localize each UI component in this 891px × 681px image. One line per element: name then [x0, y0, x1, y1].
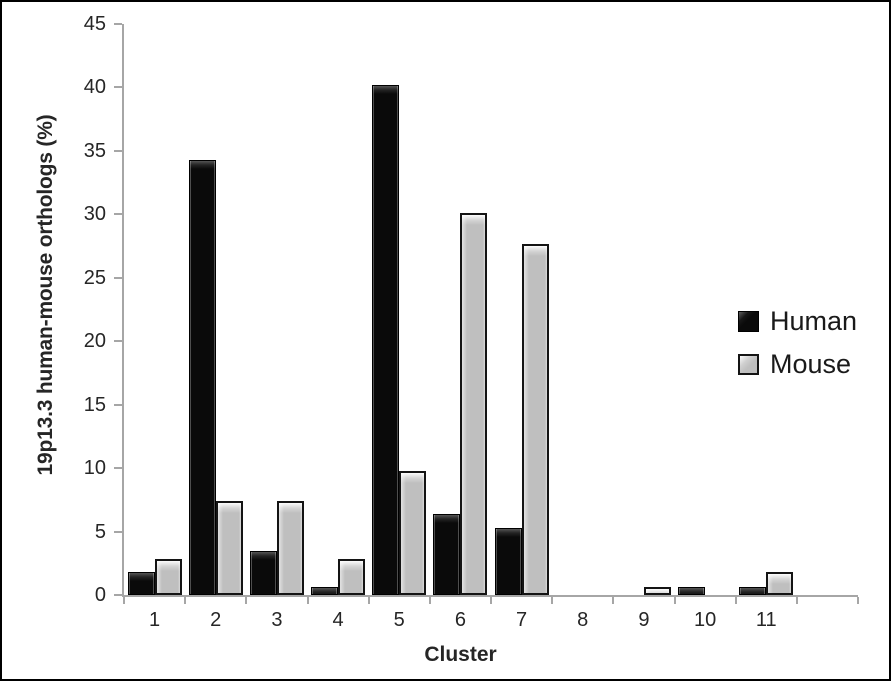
x-tick	[184, 597, 187, 604]
x-tick	[123, 597, 125, 604]
x-category-label: 2	[210, 609, 222, 631]
human-bar-cluster-10	[678, 587, 706, 595]
mouse-bar-cluster-6	[460, 213, 488, 595]
mouse-bar-cluster-7	[521, 244, 549, 595]
mouse-series-swatch-icon	[738, 353, 759, 375]
x-category-label: 10	[693, 609, 717, 631]
x-tick	[428, 597, 431, 604]
y-tick-label: 10	[83, 457, 106, 480]
x-tick	[306, 597, 309, 604]
x-tick	[612, 597, 615, 604]
mouse-bar-cluster-2	[215, 501, 243, 595]
x-category-label: 9	[638, 609, 650, 631]
legend-item-mouse: Mouse	[738, 348, 857, 380]
human-bar-cluster-1	[127, 572, 155, 595]
x-category-label: 7	[516, 609, 528, 631]
x-category-label: 4	[332, 609, 344, 631]
y-tick-label: 25	[83, 266, 106, 289]
x-tick	[245, 597, 248, 604]
mouse-bar-cluster-1	[154, 559, 182, 595]
x-tick	[795, 597, 798, 604]
x-category-label: 3	[271, 609, 283, 631]
legend-label-human: Human	[770, 306, 858, 336]
plot-area: 0 5 10 15 20 25 30 35 40 45 1 2 3 4 5 6 7 8 9 10 11	[84, 13, 859, 631]
x-tick	[551, 597, 554, 604]
legend: Human Mouse	[738, 305, 857, 380]
y-tick	[114, 403, 122, 406]
human-bar-cluster-7	[494, 528, 522, 595]
human-bar-cluster-4	[311, 587, 339, 595]
y-tick	[114, 23, 122, 25]
y-tick-label: 40	[83, 76, 106, 99]
x-tick	[490, 597, 492, 604]
y-tick	[114, 594, 122, 596]
y-tick-label: 35	[83, 139, 106, 162]
y-tick	[114, 530, 122, 533]
human-bar-cluster-2	[188, 160, 216, 595]
human-bar-cluster-11	[739, 587, 767, 595]
x-category-label: 8	[577, 609, 589, 631]
y-tick-label: 5	[94, 520, 106, 543]
y-tick	[114, 467, 122, 470]
y-tick	[114, 276, 122, 279]
legend-label-mouse: Mouse	[770, 349, 852, 379]
x-tick	[673, 597, 676, 604]
y-axis-line	[122, 24, 124, 595]
x-tick	[367, 597, 370, 604]
y-tick-label: 45	[83, 13, 106, 35]
human-series-swatch-icon	[738, 310, 759, 332]
y-tick-label: 0	[94, 584, 106, 606]
x-axis-title: Cluster	[424, 643, 497, 666]
x-category-label: 5	[393, 609, 405, 631]
mouse-bar-cluster-11	[766, 572, 794, 595]
y-axis-title: 19p13.3 human-mouse orthologs (%)	[34, 114, 57, 476]
mouse-bar-cluster-5	[399, 471, 427, 595]
y-tick-label: 30	[83, 203, 106, 226]
x-axis-line	[122, 595, 858, 597]
x-category-label: 6	[454, 609, 466, 631]
y-tick	[114, 86, 122, 89]
human-bar-cluster-5	[372, 85, 400, 595]
legend-item-human: Human	[738, 305, 857, 337]
x-tick	[857, 597, 859, 604]
y-tick-label: 15	[83, 393, 106, 416]
y-tick	[114, 340, 122, 343]
human-bar-cluster-3	[249, 551, 277, 595]
mouse-bar-cluster-4	[338, 559, 366, 595]
y-tick	[114, 149, 122, 152]
mouse-bar-cluster-9	[643, 587, 671, 595]
x-category-label: 11	[755, 609, 777, 631]
y-tick	[114, 213, 122, 216]
x-tick	[734, 597, 737, 604]
y-tick-label: 20	[83, 330, 106, 353]
x-category-label: 1	[149, 609, 161, 631]
mouse-bar-cluster-3	[276, 501, 304, 595]
human-bar-cluster-6	[433, 514, 461, 595]
